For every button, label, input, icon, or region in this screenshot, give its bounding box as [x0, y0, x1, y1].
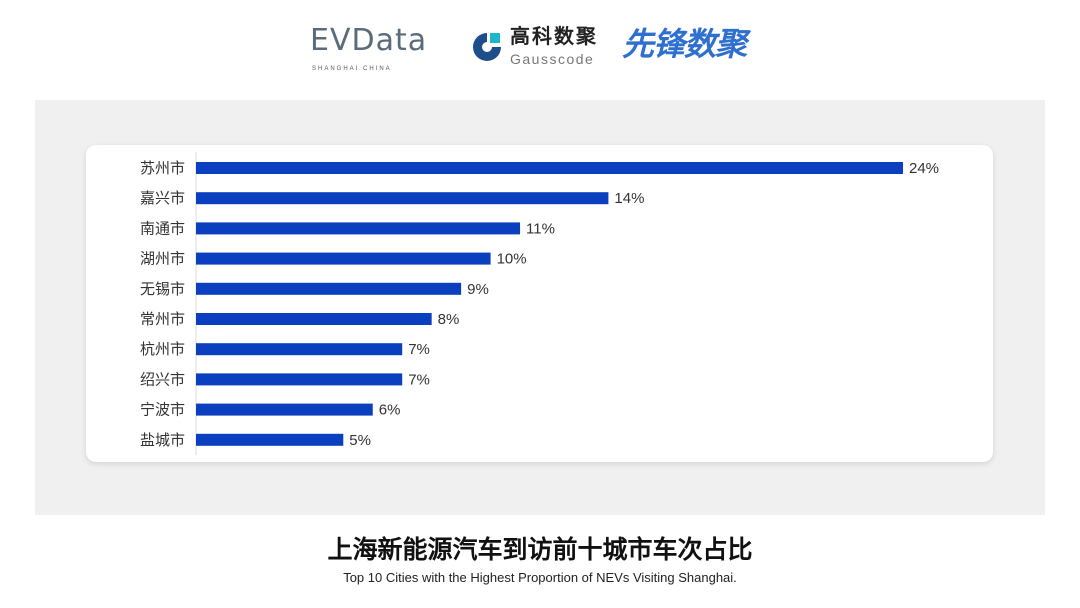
bar	[196, 343, 403, 356]
evdata-logo-sub: SHANGHAI CHINA	[312, 66, 392, 72]
category-label: 湖州市	[140, 250, 185, 268]
category-label: 南通市	[140, 219, 185, 237]
data-label: 7%	[408, 341, 430, 358]
category-label: 无锡市	[140, 280, 185, 298]
chart-title: 上海新能源汽车到访前十城市车次占比	[327, 535, 753, 564]
bar	[196, 222, 521, 235]
bar	[196, 252, 491, 265]
chart-subtitle: Top 10 Cities with the Highest Proportio…	[343, 570, 737, 585]
category-label: 常州市	[140, 310, 185, 328]
gausscode-logo-icon	[473, 33, 501, 61]
bar	[196, 403, 373, 416]
bar	[196, 192, 609, 205]
category-label: 杭州市	[140, 340, 185, 358]
gausscode-logo-en: Gausscode	[510, 51, 595, 67]
data-label: 11%	[526, 220, 555, 237]
category-label: 盐城市	[140, 431, 185, 449]
category-label: 苏州市	[140, 159, 185, 177]
data-label: 14%	[614, 190, 644, 207]
data-label: 9%	[467, 281, 489, 298]
evdata-logo: EVData	[310, 26, 427, 56]
data-label: 5%	[349, 432, 371, 449]
gausscode-logo-cn: 高科数聚	[510, 26, 598, 48]
data-label: 6%	[379, 402, 401, 419]
category-label: 绍兴市	[140, 370, 185, 388]
category-label: 嘉兴市	[140, 189, 185, 207]
xianfeng-logo: 先锋数聚	[622, 26, 747, 62]
data-label: 24%	[909, 160, 939, 177]
category-label: 宁波市	[140, 401, 185, 419]
bar	[196, 313, 432, 325]
bar	[196, 282, 462, 295]
data-label: 10%	[497, 251, 527, 268]
data-label: 7%	[408, 371, 430, 388]
bar	[196, 433, 344, 446]
logo-bar: EVData SHANGHAI CHINA 高科数聚 Gausscode 先锋数…	[0, 22, 1080, 76]
data-label: 8%	[438, 311, 460, 328]
bar	[196, 162, 903, 174]
evdata-logo-text: EVData	[310, 23, 428, 58]
bar	[196, 373, 403, 386]
